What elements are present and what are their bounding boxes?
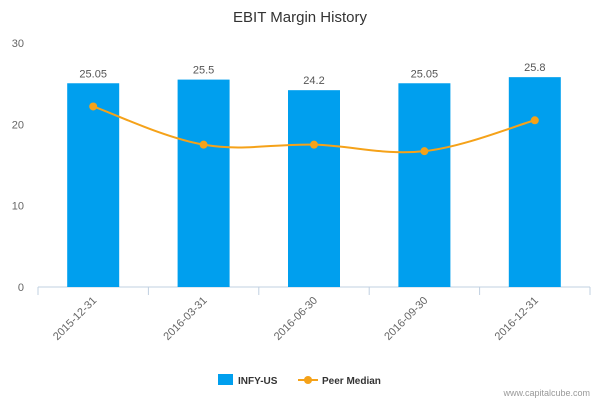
legend-swatch-infy-us: [218, 374, 233, 385]
y-tick-label: 10: [12, 201, 24, 213]
watermark-text: www.capitalcube.com: [502, 388, 590, 398]
x-axis: 2015-12-31 2016-03-31 2016-06-30 2016-09-30…: [37, 286, 591, 343]
y-tick-label: 20: [12, 119, 24, 131]
bar: [398, 83, 451, 287]
x-tick-label: 2015-12-31: [51, 295, 99, 343]
bar-data-labels: 25.05 25.5 24.2 25.05 25.8: [79, 62, 545, 87]
x-tick-label: 2016-06-30: [272, 295, 320, 343]
line-series-peer-median: [89, 102, 539, 156]
bar: [67, 83, 120, 287]
peer-median-point: [310, 140, 318, 149]
y-tick-label: 30: [12, 38, 24, 50]
x-tick-label: 2016-09-30: [382, 295, 430, 343]
x-tick-label: 2016-12-31: [493, 295, 541, 343]
legend-label-peer-median: Peer Median: [322, 376, 381, 387]
bar-data-label: 25.5: [193, 65, 214, 77]
y-tick-label: 0: [18, 282, 24, 294]
bar-data-label: 24.2: [303, 75, 324, 87]
peer-median-point: [530, 116, 539, 125]
bar: [508, 77, 561, 287]
peer-median-point: [89, 102, 98, 111]
bar-series-infy-us: [67, 77, 561, 287]
bar-data-label: 25.05: [411, 68, 439, 80]
x-tick-label: 2016-03-31: [161, 295, 209, 343]
y-axis: 0 10 20 30: [12, 38, 24, 294]
legend: INFY-US Peer Median: [218, 374, 381, 387]
peer-median-point: [420, 147, 429, 156]
legend-label-infy-us: INFY-US: [238, 376, 278, 387]
legend-marker-peer-median: [304, 376, 312, 384]
bar: [288, 90, 340, 287]
bar-data-label: 25.05: [79, 68, 107, 80]
bar: [177, 79, 230, 287]
bar-data-label: 25.8: [524, 62, 545, 74]
peer-median-point: [199, 140, 208, 149]
chart-title: EBIT Margin History: [233, 9, 367, 26]
